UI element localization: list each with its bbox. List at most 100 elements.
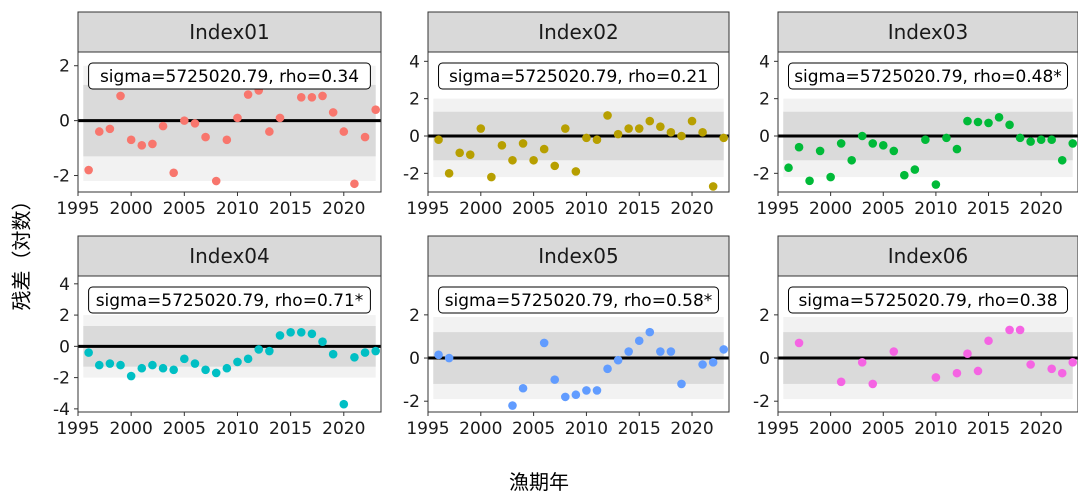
x-tick-label: 2000 (110, 419, 153, 439)
data-point (857, 131, 867, 141)
data-point (243, 90, 253, 99)
data-point (931, 373, 941, 382)
data-point (952, 144, 962, 154)
x-tick-label: 2000 (459, 419, 502, 439)
data-point (307, 329, 317, 339)
data-point (868, 379, 878, 389)
data-point (889, 146, 899, 156)
data-point (571, 167, 581, 176)
x-tick-label: 2000 (110, 199, 153, 219)
x-tick-label: 1995 (406, 199, 449, 219)
data-point (1005, 120, 1014, 130)
data-point (698, 127, 707, 137)
y-tick-label: 2 (59, 57, 70, 77)
data-point (784, 163, 793, 173)
data-point (148, 360, 157, 370)
data-point (878, 141, 888, 150)
data-point (613, 129, 623, 139)
y-tick-label: 0 (59, 112, 70, 132)
data-point (900, 170, 909, 180)
x-tick-label: 2020 (322, 419, 365, 439)
x-tick-label: 2020 (322, 199, 365, 219)
annotation-box (788, 62, 1068, 90)
data-point (497, 141, 507, 150)
annotation-text: sigma=5725020.79, rho=0.34 (100, 67, 359, 87)
y-tick-label: -2 (753, 164, 770, 184)
data-point (624, 347, 633, 356)
annotation-box (438, 62, 719, 90)
y-tick-label: -2 (403, 164, 420, 184)
data-point (836, 139, 846, 148)
data-point (847, 155, 856, 165)
data-point (444, 169, 454, 178)
y-tick-label: 0 (759, 349, 770, 369)
data-point (582, 386, 591, 395)
facet-strip (777, 235, 1078, 277)
data-point (1047, 364, 1056, 374)
x-tick-label: 1995 (756, 419, 799, 439)
x-axis-title: 漁期年 (509, 470, 569, 494)
facet-title: Index03 (888, 20, 969, 44)
data-point (94, 360, 104, 370)
x-tick-label: 2015 (967, 419, 1010, 439)
data-point (169, 168, 178, 178)
x-tick-label: 2000 (809, 419, 852, 439)
panel-border (427, 275, 730, 413)
data-point (984, 118, 993, 128)
facet-title: Index05 (538, 244, 619, 268)
data-point (805, 176, 814, 186)
data-point (190, 359, 200, 368)
data-point (339, 127, 349, 136)
data-point (1057, 155, 1067, 165)
data-point (1026, 360, 1035, 369)
annotation-box (438, 286, 719, 314)
data-point (973, 366, 983, 376)
annotation-box (88, 62, 371, 90)
x-tick-label: 2010 (914, 419, 957, 439)
data-point (666, 127, 676, 137)
data-point (180, 116, 189, 125)
data-point (105, 124, 115, 134)
data-point (582, 133, 591, 143)
data-point (634, 124, 644, 133)
facet-title: Index06 (888, 244, 969, 268)
data-point (339, 399, 349, 409)
data-point (560, 392, 570, 402)
annotation-text: sigma=5725020.79, rho=0.21 (449, 67, 708, 87)
data-point (190, 119, 200, 128)
data-point (719, 345, 729, 354)
data-point (126, 135, 136, 145)
data-point (592, 386, 602, 395)
data-point (518, 383, 528, 393)
data-point (360, 132, 370, 142)
annotation-box (788, 286, 1068, 314)
data-point (455, 148, 464, 158)
data-point (708, 182, 718, 191)
y-tick-label: 0 (59, 337, 70, 357)
annotation-text: sigma=5725020.79, rho=0.58* (445, 291, 713, 311)
data-point (645, 116, 655, 126)
x-tick-label: 1995 (56, 199, 99, 219)
facet-strip (427, 235, 730, 277)
x-tick-label: 2015 (269, 419, 312, 439)
data-point (233, 357, 242, 367)
data-point (794, 338, 804, 348)
data-point (360, 348, 370, 357)
data-point (826, 172, 835, 182)
data-point (444, 353, 454, 363)
data-point (487, 172, 496, 182)
data-point (265, 346, 274, 356)
x-tick-label: 1995 (406, 419, 449, 439)
x-tick-label: 1995 (756, 199, 799, 219)
data-point (963, 349, 972, 359)
data-point (1015, 133, 1025, 143)
data-point (529, 155, 538, 165)
data-point (211, 368, 221, 378)
data-point (465, 150, 475, 159)
facet-panel-2: Index02 sigma=5725020.79, rho=0.21 -2 0 2 4 19… (403, 11, 730, 219)
data-point (931, 180, 941, 189)
data-point (656, 347, 665, 356)
data-point (350, 352, 359, 362)
facet-title: Index01 (189, 20, 270, 44)
